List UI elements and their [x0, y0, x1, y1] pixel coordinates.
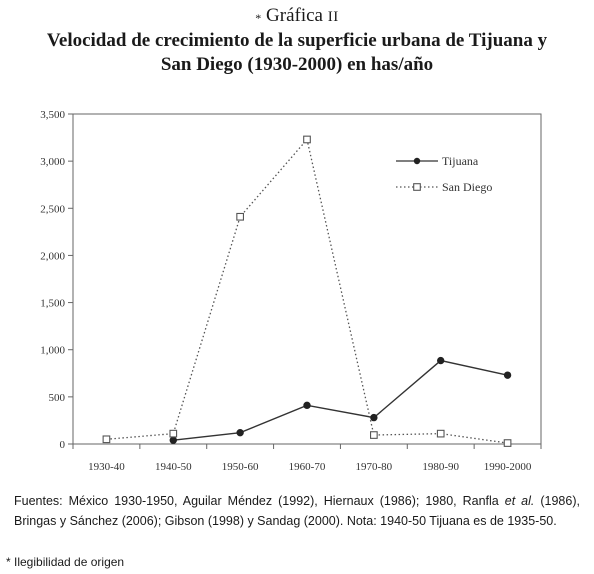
- legend-label: San Diego: [442, 180, 492, 194]
- legend-item: San Diego: [396, 180, 492, 194]
- legend-label: Tijuana: [442, 154, 479, 168]
- chart-title-line2: San Diego (1930-2000) en has/año: [160, 54, 434, 75]
- data-point: [236, 212, 244, 221]
- x-tick-label: 1930-40: [88, 461, 125, 473]
- data-point: [303, 401, 311, 410]
- y-tick-label: 3,500: [40, 109, 65, 121]
- data-point: [303, 135, 311, 144]
- legend-swatch-marker: [413, 157, 421, 165]
- x-tick-label: 1970-80: [356, 461, 393, 473]
- legend-swatch-marker: [413, 183, 421, 191]
- x-tick-label: 1950-60: [222, 461, 259, 473]
- series-tijuana: [169, 356, 512, 444]
- y-tick-label: 0: [60, 439, 66, 451]
- y-tick-label: 3,000: [40, 156, 65, 168]
- x-axis-ticks: 1930-40 1940-50 1950-60 1960-70 1970-80 1980-…: [72, 444, 542, 473]
- figure-label-text: Gráfica: [266, 5, 323, 26]
- data-point: [503, 439, 512, 447]
- data-point: [436, 429, 445, 438]
- x-tick-label: 1940-50: [155, 461, 192, 473]
- chart-axes: [72, 113, 542, 445]
- chart-legend: Tijuana San Diego: [396, 154, 492, 194]
- source-text-part2: (1986), Bringas y Sánchez (2006); Gibson…: [14, 494, 580, 528]
- source-note: Fuentes: México 1930-1950, Aguilar Ménde…: [14, 491, 580, 531]
- plot-frame: [72, 113, 542, 445]
- series-line: [173, 359, 508, 441]
- figure-label: * Gráfica II: [0, 4, 594, 29]
- data-point: [169, 429, 178, 438]
- y-axis-ticks: 0 500 1,000 1,500 2,000 2,500 3,000 3,500: [40, 109, 73, 451]
- line-chart: 0 500 1,000 1,500 2,000 2,500 3,000 3,500 1930-…: [40, 109, 542, 473]
- data-point: [102, 435, 111, 444]
- data-point: [236, 428, 244, 437]
- x-tick-label: 1990-2000: [484, 461, 532, 473]
- data-point: [370, 413, 378, 422]
- y-tick-label: 1,000: [40, 345, 65, 357]
- y-tick-label: 1,500: [40, 298, 65, 310]
- footnote: * Ilegibilidad de origen: [6, 555, 125, 569]
- y-tick-label: 500: [49, 392, 66, 404]
- data-point: [370, 431, 378, 439]
- figure-mark: *: [255, 11, 262, 25]
- figure-heading: * Gráfica II Velocidad de crecimiento de…: [0, 4, 594, 77]
- source-text-part1: Fuentes: México 1930-1950, Aguilar Ménde…: [14, 494, 499, 508]
- source-text-etal: et al.: [504, 494, 535, 508]
- y-tick-label: 2,500: [40, 203, 65, 215]
- chart-title-line1: Velocidad de crecimiento de la superfici…: [46, 30, 548, 51]
- x-tick-label: 1960-70: [289, 461, 326, 473]
- y-tick-label: 2,000: [40, 250, 65, 262]
- data-point: [169, 436, 177, 444]
- figure-number: II: [327, 9, 339, 25]
- legend-item: Tijuana: [396, 154, 479, 168]
- x-tick-label: 1980-90: [422, 461, 459, 473]
- data-point: [503, 371, 512, 379]
- series-layer: [102, 135, 512, 447]
- series-san-diego: [102, 135, 512, 447]
- data-point: [437, 356, 445, 365]
